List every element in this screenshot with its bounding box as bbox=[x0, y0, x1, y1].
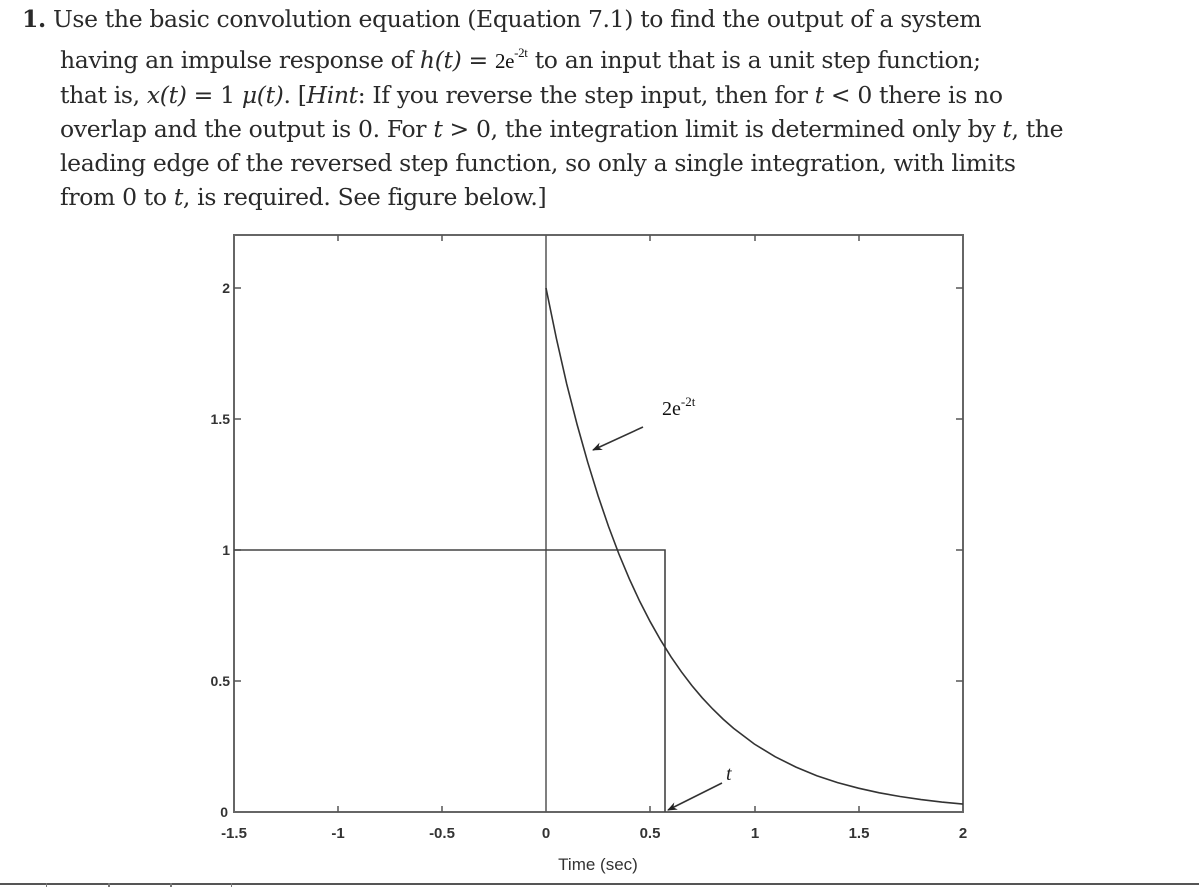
bottom-tab-1 bbox=[46, 883, 110, 887]
svg-text:1: 1 bbox=[222, 542, 230, 558]
svg-text:0: 0 bbox=[542, 825, 550, 842]
problem-statement: 1. Use the basic convolution equation (E… bbox=[22, 2, 1192, 214]
x-tick-labels: -1.5 -1 -0.5 0 0.5 1 1.5 2 bbox=[221, 825, 967, 842]
problem-line-1: 1. Use the basic convolution equation (E… bbox=[22, 5, 982, 33]
svg-text:1.5: 1.5 bbox=[211, 411, 231, 427]
svg-text:-1: -1 bbox=[331, 825, 344, 842]
t-label: t bbox=[726, 763, 732, 785]
problem-line-4: overlap and the output is 0. For t > 0, … bbox=[60, 115, 1064, 143]
reversed-step-function bbox=[234, 549, 666, 812]
problem-number: 1. bbox=[22, 5, 46, 33]
problem-line-3: that is, x(t) = 1 μ(t). [Hint: If you re… bbox=[60, 81, 1003, 109]
plot-frame bbox=[233, 234, 964, 813]
svg-text:2: 2 bbox=[222, 280, 230, 296]
curve-annotation-arrow bbox=[592, 426, 644, 451]
bottom-tab-3 bbox=[170, 883, 232, 887]
svg-text:1: 1 bbox=[751, 825, 759, 842]
y-ticks bbox=[234, 287, 963, 682]
problem-line-5: leading edge of the reversed step functi… bbox=[60, 149, 1016, 177]
svg-text:0.5: 0.5 bbox=[211, 673, 231, 689]
svg-text:-0.5: -0.5 bbox=[429, 825, 455, 842]
bottom-border bbox=[0, 883, 1199, 885]
svg-text:0.5: 0.5 bbox=[640, 825, 661, 842]
problem-line-2: having an impulse response of h(t) = 2e-… bbox=[60, 45, 981, 74]
curve-label: 2e-2t bbox=[662, 394, 696, 420]
y-tick-labels: 0 0.5 1 1.5 2 bbox=[211, 280, 231, 820]
svg-text:1.5: 1.5 bbox=[849, 825, 870, 842]
impulse-response-equation: 2e-2t bbox=[495, 45, 528, 73]
x-axis-label: Time (sec) bbox=[558, 855, 638, 874]
exponential-curve bbox=[545, 287, 964, 805]
bottom-tab-2 bbox=[108, 883, 172, 887]
t-annotation-arrow bbox=[667, 782, 723, 811]
svg-text:2: 2 bbox=[959, 825, 967, 842]
svg-text:0: 0 bbox=[220, 804, 228, 820]
svg-text:-1.5: -1.5 bbox=[221, 825, 247, 842]
x-ticks bbox=[337, 235, 860, 812]
problem-line-6: from 0 to t, is required. See figure bel… bbox=[60, 183, 547, 211]
